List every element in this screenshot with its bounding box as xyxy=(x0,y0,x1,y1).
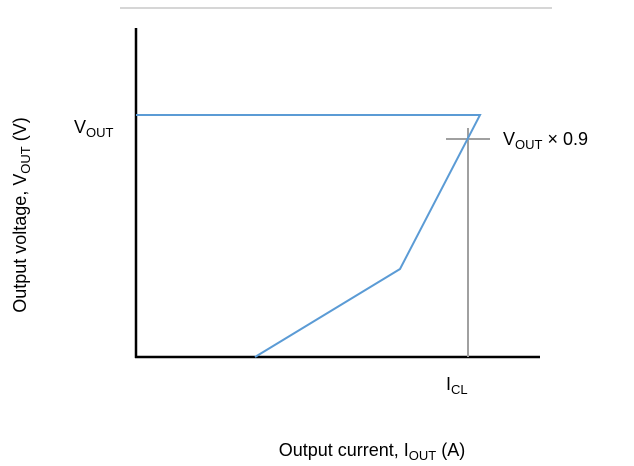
y-axis-label: Output voltage, VOUT (V) xyxy=(10,117,33,313)
y-axis-suffix: (V) xyxy=(10,117,30,146)
x-axis-prefix: Output current, I xyxy=(279,440,409,460)
vout-sub: OUT xyxy=(86,125,114,140)
vout-main: V xyxy=(74,117,86,137)
icl-sub: CL xyxy=(451,382,468,397)
vout-09-sub: OUT xyxy=(515,137,543,152)
vout-09-label: VOUT × 0.9 xyxy=(503,129,588,152)
x-axis-label: Output current, IOUT (A) xyxy=(279,440,466,463)
characteristic-curve xyxy=(136,114,482,358)
x-axis-suffix: (A) xyxy=(436,440,465,460)
vout-label: VOUT xyxy=(74,117,114,140)
icl-label: ICL xyxy=(446,374,468,397)
icl-main: I xyxy=(446,374,451,394)
y-axis-sub: OUT xyxy=(18,146,33,174)
y-axis-prefix: Output voltage, V xyxy=(10,174,30,313)
vout-09-main: V xyxy=(503,129,515,149)
x-axis-sub: OUT xyxy=(409,448,437,463)
vout-09-suffix: × 0.9 xyxy=(542,129,588,149)
